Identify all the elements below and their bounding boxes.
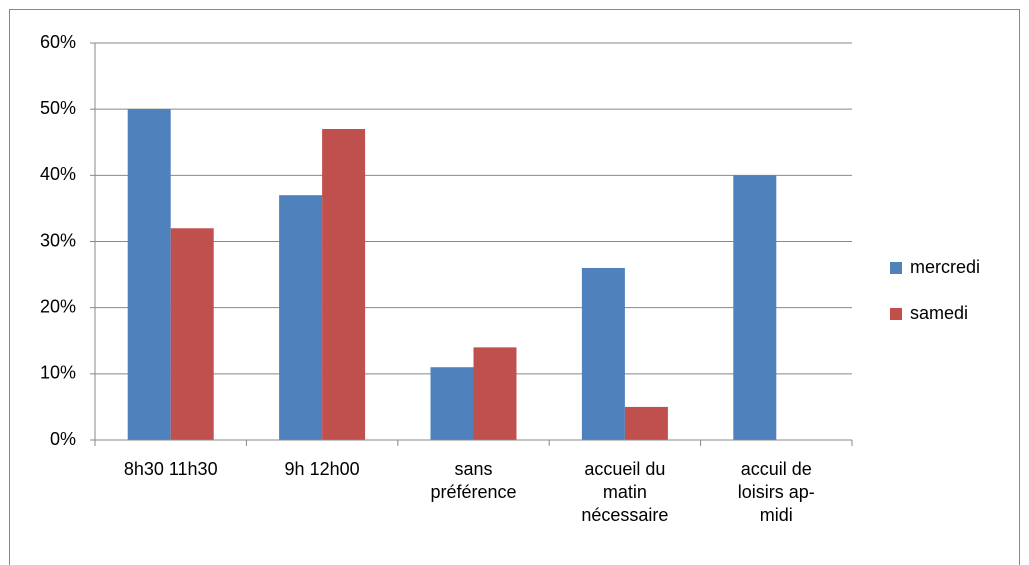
x-tick-label: accueil du matin nécessaire [581,459,668,525]
bar [581,267,625,440]
bar [733,175,777,441]
y-tick-label: 30% [40,230,76,250]
bar [473,347,517,440]
y-tick-label: 60% [40,32,76,52]
x-tick-label: 8h30 11h30 [124,459,218,479]
y-tick-label: 10% [40,363,76,383]
bar [127,109,171,441]
bar [279,195,323,440]
x-tick-label: 9h 12h00 [285,459,360,479]
x-tick-label: accuil de loisirs ap-midi [738,459,815,525]
bar [170,228,214,440]
y-tick-label: 50% [40,98,76,118]
y-tick-label: 40% [40,164,76,184]
legend-label: samedi [910,303,968,323]
legend-swatch [890,308,902,320]
bar [624,406,668,440]
bar [322,129,366,440]
legend-label: mercredi [910,257,980,277]
y-tick-label: 0% [50,429,76,449]
x-tick-label: sans préférence [430,459,516,502]
bar [430,367,474,440]
y-tick-label: 20% [40,296,76,316]
legend-swatch [890,262,902,274]
